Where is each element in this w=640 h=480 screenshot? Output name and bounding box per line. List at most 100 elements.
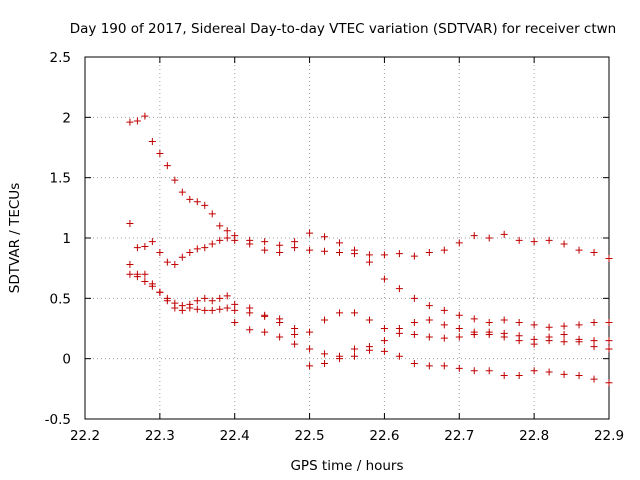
data-point [500, 333, 508, 341]
data-point [208, 306, 216, 314]
y-tick-label: 1 [62, 231, 71, 247]
series-track-A [126, 112, 613, 263]
data-point [365, 343, 373, 351]
data-point [545, 368, 553, 376]
data-point [178, 306, 186, 314]
data-point [530, 340, 538, 348]
data-point [575, 321, 583, 329]
data-point [485, 318, 493, 326]
data-point [216, 294, 224, 302]
data-point [246, 304, 254, 312]
data-point [141, 270, 149, 278]
data-point [156, 288, 164, 296]
series-track-C [126, 270, 613, 346]
data-point [380, 347, 388, 355]
data-point [455, 239, 463, 247]
data-point [231, 306, 239, 314]
data-point [470, 328, 478, 336]
data-point [545, 333, 553, 341]
data-point [350, 352, 358, 360]
data-point [336, 239, 344, 247]
data-point [605, 337, 613, 345]
data-point [171, 304, 179, 312]
data-point [440, 321, 448, 329]
data-point [380, 275, 388, 283]
data-point [148, 238, 156, 246]
data-point [163, 297, 171, 305]
data-point [306, 246, 314, 254]
data-point [276, 318, 284, 326]
data-point [380, 337, 388, 345]
data-point [560, 370, 568, 378]
data-point [470, 232, 478, 240]
data-point [193, 198, 201, 206]
y-axis-label: SDTVAR / TECUs [7, 183, 23, 293]
data-point [560, 322, 568, 330]
data-point [470, 367, 478, 375]
data-point [141, 112, 149, 120]
data-point [455, 311, 463, 319]
data-point [515, 372, 523, 380]
y-tick-label: 0 [62, 352, 71, 368]
data-point [141, 277, 149, 285]
x-tick-label: 22.6 [369, 428, 399, 444]
y-tick-label: 2 [62, 110, 71, 126]
data-point [605, 379, 613, 387]
y-tick-label: 0.5 [50, 291, 71, 307]
data-point [261, 328, 269, 336]
y-tick-label: 2.5 [50, 50, 71, 66]
data-point [223, 292, 231, 300]
data-point [223, 304, 231, 312]
data-point [148, 137, 156, 145]
data-point [575, 338, 583, 346]
data-point [485, 234, 493, 242]
data-point [380, 325, 388, 332]
data-point [321, 233, 329, 241]
data-point [306, 229, 314, 237]
data-point [201, 306, 209, 314]
series-track-E [231, 300, 613, 370]
data-point [395, 352, 403, 360]
data-point [133, 273, 141, 281]
data-point [216, 236, 224, 244]
data-point [395, 250, 403, 258]
data-point [246, 326, 254, 334]
data-point [321, 247, 329, 255]
data-point [425, 248, 433, 256]
data-points [126, 112, 613, 387]
x-tick-label: 22.8 [519, 428, 549, 444]
series-track-D [126, 261, 613, 387]
data-point [231, 300, 239, 308]
data-point [291, 325, 299, 332]
data-point [193, 297, 201, 305]
x-tick-label: 22.7 [444, 428, 474, 444]
data-point [291, 331, 299, 339]
data-point [208, 297, 216, 305]
data-point [500, 230, 508, 238]
data-point [178, 253, 186, 261]
data-point [530, 321, 538, 329]
data-point [545, 236, 553, 244]
data-point [350, 246, 358, 254]
data-point [500, 316, 508, 324]
data-point [575, 246, 583, 254]
data-point [485, 367, 493, 375]
data-point [276, 241, 284, 249]
x-tick-label: 22.4 [220, 428, 250, 444]
x-axis-label: GPS time / hours [290, 458, 403, 474]
data-point [171, 261, 179, 269]
data-point [455, 325, 463, 332]
data-point [261, 312, 269, 320]
data-point [410, 331, 418, 339]
data-point [178, 188, 186, 196]
data-point [440, 306, 448, 314]
data-point [223, 227, 231, 235]
data-point [365, 258, 373, 266]
data-point [201, 244, 209, 252]
data-point [306, 362, 314, 370]
data-point [208, 210, 216, 218]
axis-ticks: 22.2 22.3 22.4 22.5 22.6 22.7 22.8 22.9-0.500.5… [45, 50, 624, 444]
data-point [440, 334, 448, 342]
data-point [410, 318, 418, 326]
data-point [126, 118, 134, 126]
